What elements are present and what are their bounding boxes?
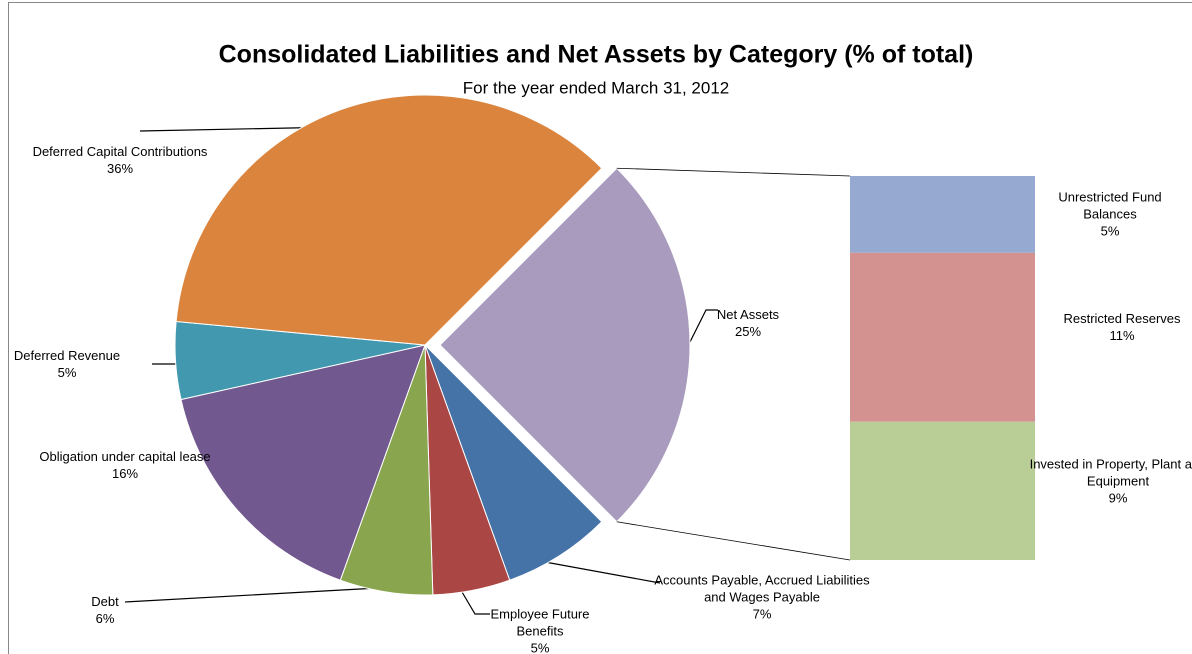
chart-frame: [8, 2, 1192, 654]
leader-line: [544, 561, 661, 584]
label-text: Employee Future Benefits: [490, 606, 590, 639]
data-label: Deferred Capital Contributions 36%: [0, 143, 240, 177]
label-text: 5%: [530, 640, 550, 654]
label-text: 16%: [111, 466, 139, 481]
data-label: Accounts Payable, Accrued Liabilities an…: [647, 572, 877, 623]
leader-line: [684, 309, 718, 353]
label-text: Debt: [91, 594, 119, 609]
leader-lines: [124, 126, 718, 615]
data-label: Deferred Revenue 5%: [0, 347, 142, 381]
label-text: 6%: [95, 611, 115, 626]
pie-slice: [175, 94, 603, 346]
label-text: 36%: [106, 161, 134, 176]
data-label: Debt 6%: [65, 593, 145, 627]
bar-segment: [850, 252, 1035, 422]
label-text: Deferred Revenue: [13, 348, 121, 363]
data-label: Obligation under capital lease 16%: [5, 448, 245, 482]
label-text: Invested in Property, Plant and Equipmen…: [1029, 456, 1192, 489]
connector-line: [616, 167, 851, 177]
label-text: Restricted Reserves: [1063, 311, 1181, 327]
data-label: Unrestricted Fund Balances 5%: [1045, 189, 1175, 240]
pie-slice: [424, 344, 603, 581]
label-text: 9%: [1108, 490, 1128, 506]
label-text: 5%: [57, 365, 77, 380]
label-text: 11%: [1109, 328, 1135, 344]
leader-line: [461, 591, 490, 615]
pie-slice: [439, 167, 691, 523]
label-text: 5%: [1100, 223, 1120, 239]
bar-segment: [850, 421, 1035, 560]
leader-line: [124, 587, 379, 603]
data-label: Net Assets 25%: [688, 306, 808, 340]
pie-slice: [180, 344, 426, 581]
label-text: Obligation under capital lease: [39, 449, 211, 464]
label-text: Net Assets: [716, 307, 780, 322]
label-text: Deferred Capital Contributions: [32, 144, 208, 159]
label-text: 7%: [752, 606, 772, 622]
data-label: Invested in Property, Plant and Equipmen…: [1023, 455, 1192, 506]
bar-segment: [850, 176, 1035, 253]
label-text: 25%: [734, 324, 762, 339]
label-text: Accounts Payable, Accrued Liabilities an…: [654, 572, 870, 605]
connector-line: [616, 521, 851, 561]
data-label: Employee Future Benefits 5%: [470, 606, 610, 654]
chart-subtitle: For the year ended March 31, 2012: [463, 78, 730, 97]
data-label: Restricted Reserves 11%: [1042, 310, 1192, 344]
label-text: Unrestricted Fund Balances: [1058, 189, 1162, 222]
chart-title: Consolidated Liabilities and Net Assets …: [219, 41, 974, 69]
